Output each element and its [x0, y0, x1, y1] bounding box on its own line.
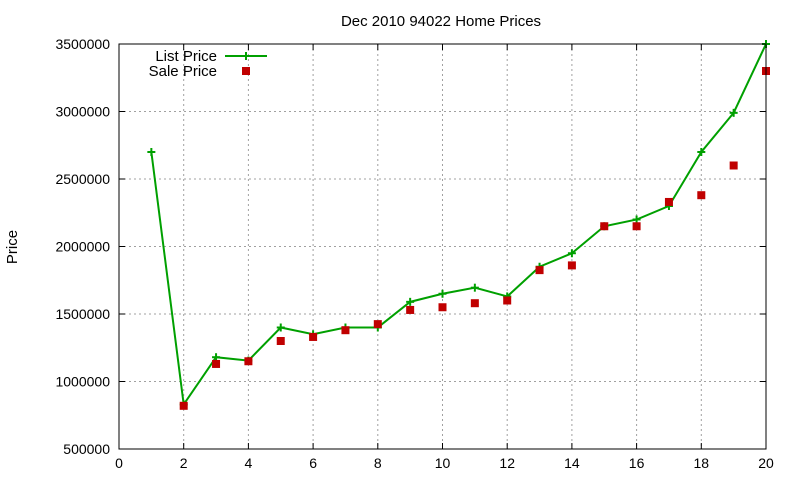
- legend: List Price Sale Price: [149, 48, 267, 80]
- x-tick-label: 20: [758, 455, 774, 471]
- plot-frame: [118, 43, 767, 450]
- y-axis-label: Price: [4, 230, 21, 264]
- legend-label-list-price: List Price: [155, 48, 217, 65]
- sale-price-point: [212, 359, 221, 368]
- sale-price-point: [567, 261, 576, 270]
- sale-price-point: [179, 401, 188, 410]
- grid: [119, 44, 766, 449]
- x-tick-label: 18: [694, 455, 710, 471]
- list-price-point: [729, 108, 738, 117]
- sale-price-point: [438, 303, 447, 312]
- sale-price-point: [535, 266, 544, 275]
- list-price-point: [438, 289, 447, 298]
- sale-price-point: [244, 357, 253, 366]
- x-tick-label: 8: [374, 455, 382, 471]
- sale-price-point: [470, 299, 479, 308]
- sale-price-point: [729, 161, 738, 170]
- sale-price-point: [341, 326, 350, 335]
- list-price-point: [212, 353, 221, 362]
- sale-price-point: [503, 296, 512, 305]
- list-price-point: [406, 297, 415, 306]
- sale-price-point: [373, 320, 382, 329]
- axis-ticks: 0 2 4 6 8 10 12 14 16 18 20 500000 1000000 1500000 200…: [55, 36, 774, 471]
- list-price-point: [632, 215, 641, 224]
- y-tick-label: 500000: [63, 441, 110, 457]
- x-tick-label: 4: [245, 455, 253, 471]
- sale-price-point: [697, 191, 706, 200]
- x-tick-label: 6: [309, 455, 317, 471]
- x-tick-label: 12: [499, 455, 515, 471]
- series-layer: [147, 40, 770, 410]
- sale-price-point: [406, 305, 415, 314]
- list-price-point: [147, 148, 156, 156]
- y-tick-label: 1500000: [55, 306, 110, 322]
- sale-price-point: [276, 337, 285, 345]
- series-line-list-price: [150, 43, 767, 408]
- x-tick-label: 14: [564, 455, 580, 471]
- y-tick-label: 2000000: [55, 239, 110, 255]
- y-tick-label: 2500000: [55, 171, 110, 187]
- sale-price-point: [664, 197, 673, 206]
- y-tick-label: 3500000: [55, 36, 110, 52]
- list-price-point: [470, 283, 479, 292]
- sale-price-point: [632, 222, 641, 231]
- x-tick-label: 10: [435, 455, 451, 471]
- legend-sample-sale-price: [242, 67, 250, 75]
- x-tick-label: 0: [115, 455, 123, 471]
- sale-price-point: [600, 222, 609, 231]
- list-price-point: [697, 148, 706, 156]
- list-price-point: [276, 323, 285, 332]
- x-tick-label: 2: [180, 455, 188, 471]
- list-price-point: [567, 249, 576, 258]
- y-tick-label: 3000000: [55, 104, 110, 120]
- y-tick-label: 1000000: [55, 374, 110, 390]
- x-tick-label: 16: [629, 455, 645, 471]
- legend-label-sale-price: Sale Price: [149, 63, 217, 80]
- chart-title: Dec 2010 94022 Home Prices: [341, 13, 541, 30]
- sale-price-point: [309, 332, 318, 341]
